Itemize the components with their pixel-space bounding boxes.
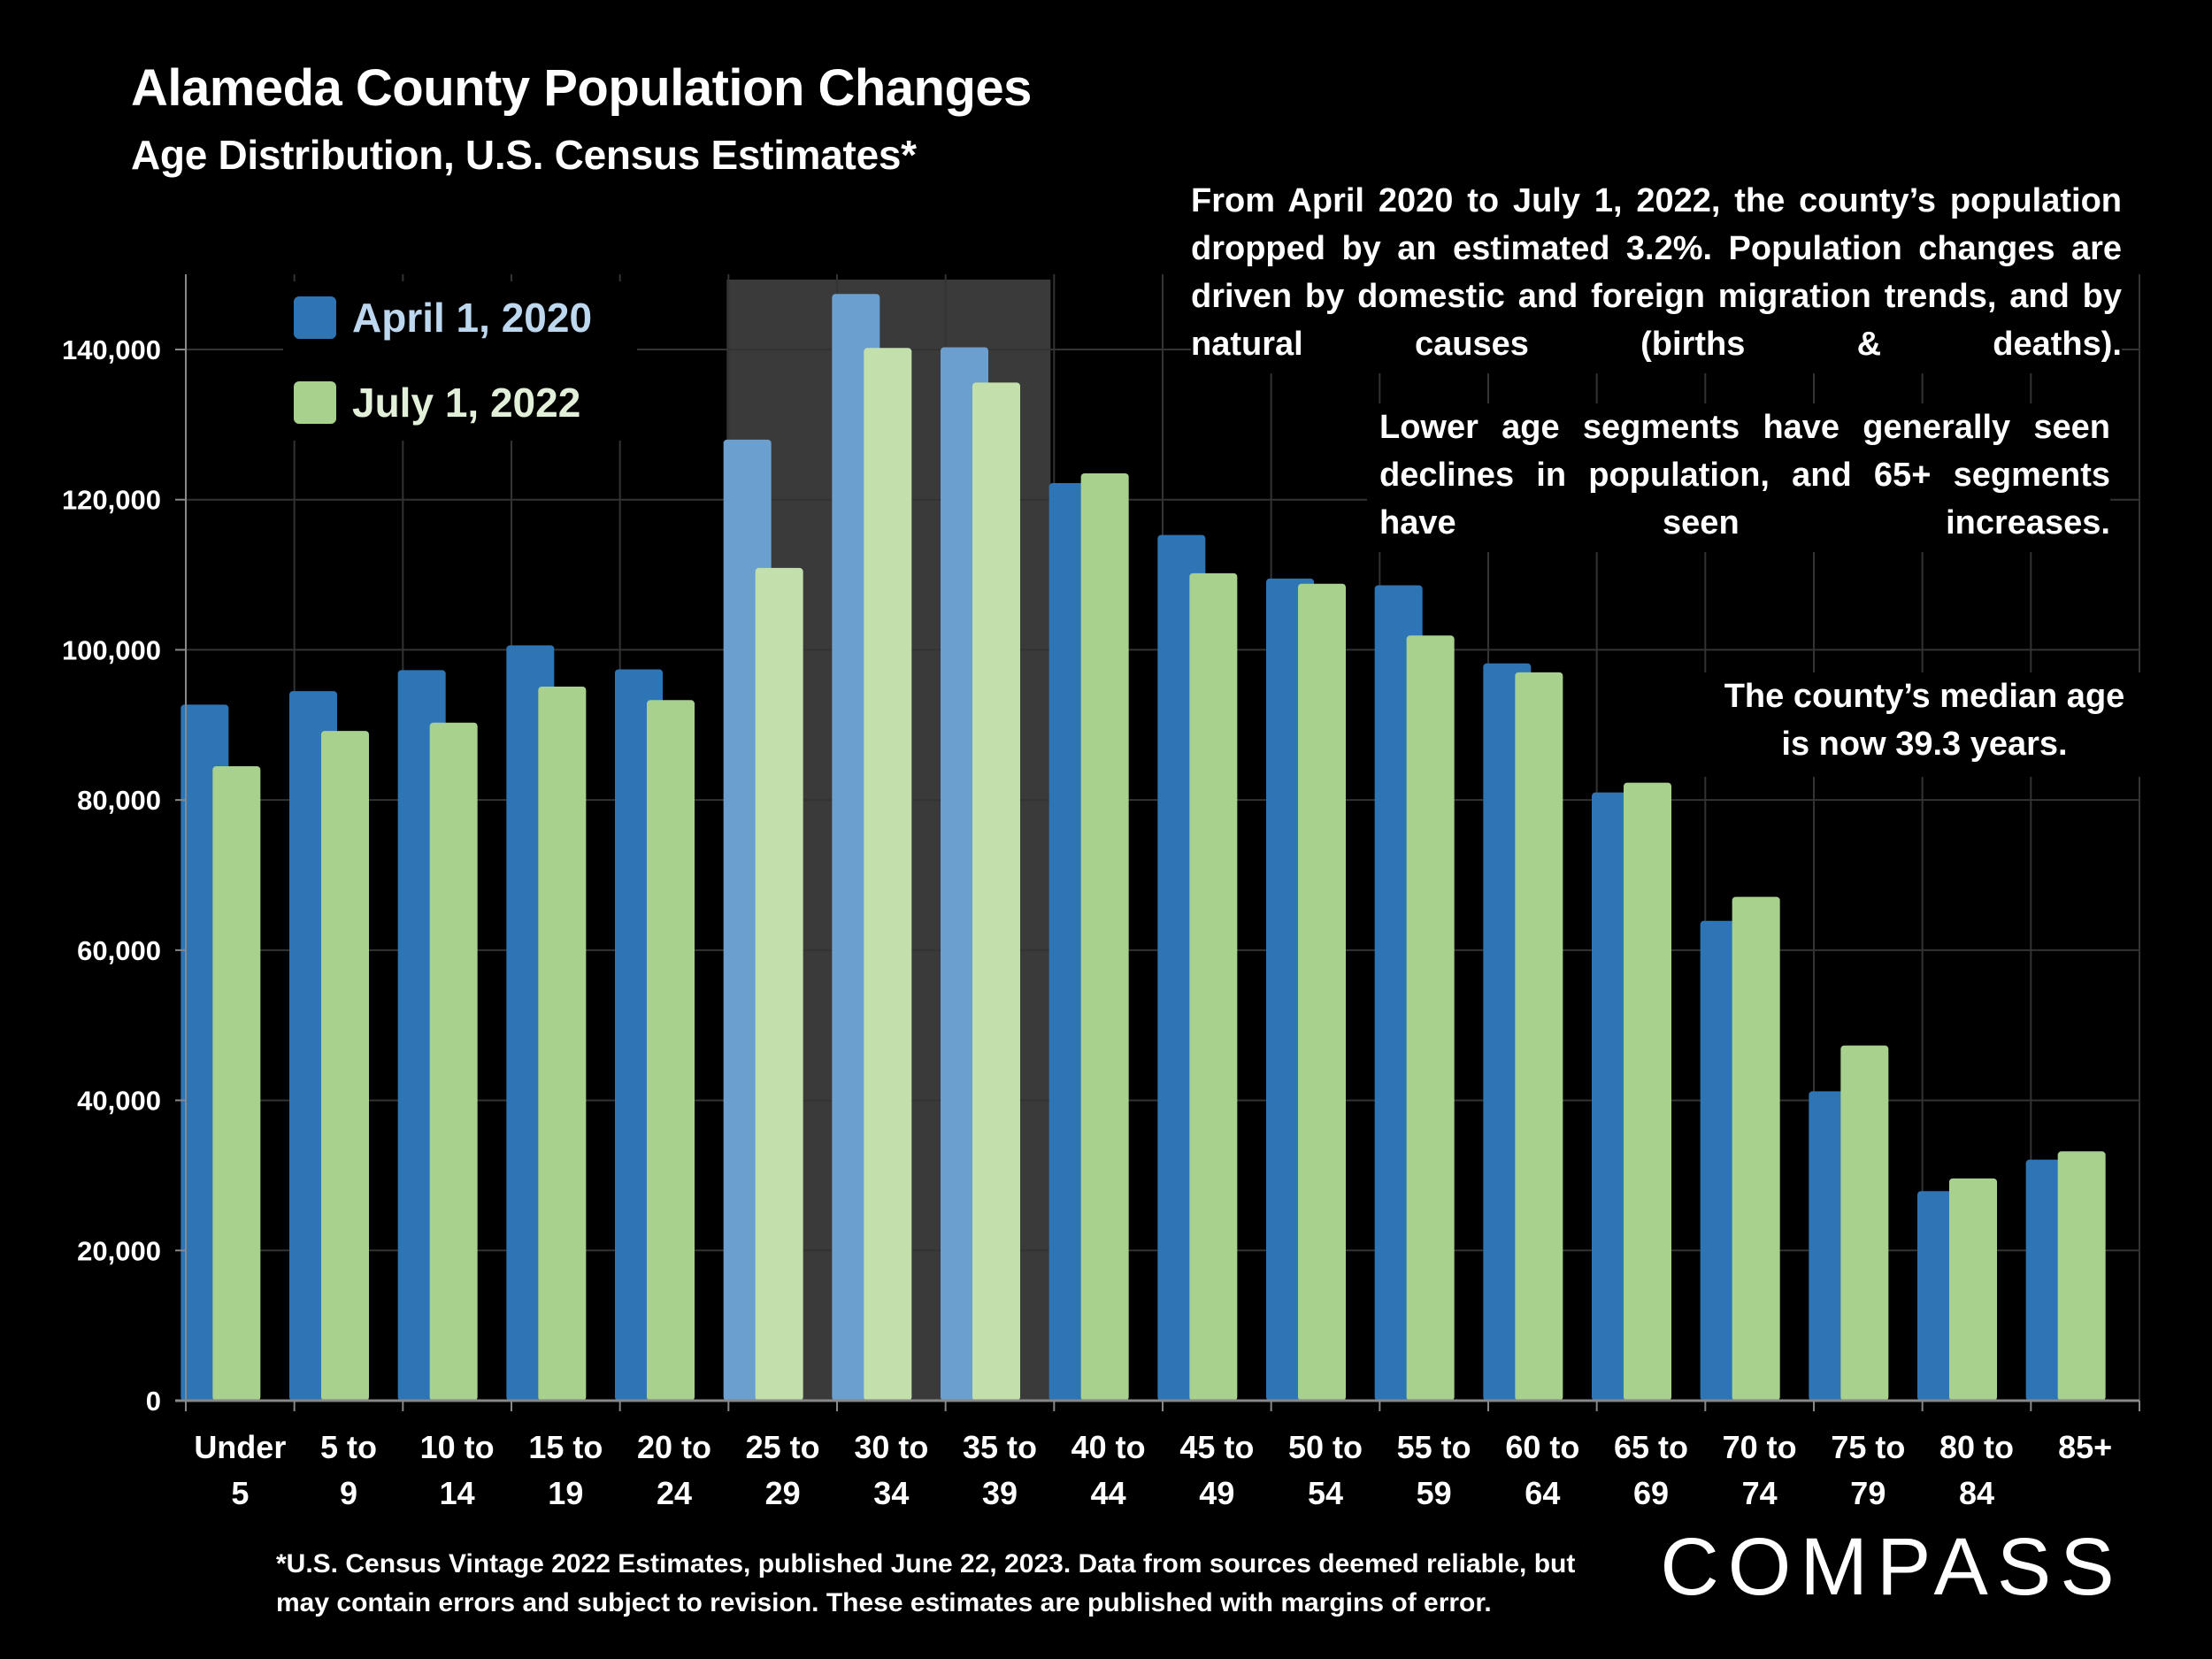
legend-swatch-2020 [294,296,336,339]
bar-2022-14 [1732,896,1780,1401]
x-tick-label-3-line2: 19 [548,1475,583,1511]
bar-2022-15 [1840,1045,1889,1401]
chart-subtitle: Age Distribution, U.S. Census Estimates* [131,132,917,178]
bar-2022-16 [1949,1178,1997,1401]
bar-2022-17 [2057,1151,2106,1401]
x-tick-label-1-line1: 5 to [320,1429,377,1465]
x-tick-label-17-line1: 85+ [2058,1429,2112,1465]
bar-2022-7 [972,382,1020,1401]
x-tick-label-6-line2: 34 [873,1475,909,1511]
x-tick-label-15-line2: 79 [1850,1475,1886,1511]
x-tick-label-1-line2: 9 [340,1475,357,1511]
chart-title: Alameda County Population Changes [131,59,1032,117]
bar-2022-0 [212,765,261,1401]
y-tick-label-5: 100,000 [62,634,161,665]
x-tick-label-16-line1: 80 to [1939,1429,2014,1465]
x-tick-label-9-line2: 49 [1199,1475,1234,1511]
legend-item-2022: July 1, 2022 [294,380,580,426]
footnote: *U.S. Census Vintage 2022 Estimates, pub… [276,1545,1656,1623]
footnote-line2: may contain errors and subject to revisi… [276,1588,1492,1617]
x-tick-label-5-line1: 25 to [746,1429,820,1465]
x-tick-label-7-line1: 35 to [963,1429,1037,1465]
bar-2022-5 [755,567,803,1401]
y-tick-label-3: 60,000 [77,935,161,966]
compass-logo-text: COMPASS [1660,1522,2123,1609]
x-tick-label-12-line2: 64 [1525,1475,1560,1511]
legend-swatch-2022 [294,381,336,424]
bar-2022-12 [1515,672,1563,1401]
bar-2022-6 [864,348,912,1401]
x-tick-label-9-line1: 45 to [1179,1429,1254,1465]
x-tick-label-2-line1: 10 to [420,1429,495,1465]
legend-label-2022: July 1, 2022 [352,380,581,426]
x-tick-label-14-line1: 70 to [1723,1429,1797,1465]
y-tick-label-0: 0 [146,1386,161,1417]
y-tick-label-1: 20,000 [77,1235,161,1266]
x-tick-label-4-line2: 24 [657,1475,692,1511]
x-tick-label-11-line1: 55 to [1397,1429,1471,1465]
bar-2022-10 [1298,583,1346,1401]
compass-logo: COMPASS [1660,1522,2123,1609]
y-tick-label-6: 120,000 [62,485,161,516]
x-tick-label-5-line2: 29 [765,1475,801,1511]
y-tick-label-7: 140,000 [62,334,161,365]
x-tick-label-12-line1: 60 to [1505,1429,1579,1465]
x-tick-label-4-line1: 20 to [637,1429,711,1465]
y-tick-label-2: 40,000 [77,1086,161,1117]
bar-2022-1 [321,731,369,1401]
x-tick-label-15-line1: 75 to [1831,1429,1905,1465]
x-tick-label-16-line2: 84 [1959,1475,1994,1511]
annotation-median-age-line2: is now 39.3 years. [1781,726,2068,763]
x-tick-label-0-line2: 5 [231,1475,249,1511]
legend-item-2020: April 1, 2020 [294,295,592,341]
bar-2022-11 [1406,635,1455,1401]
x-tick-label-13-line2: 69 [1633,1475,1669,1511]
x-tick-label-0-line1: Under [194,1429,286,1465]
x-tick-label-11-line2: 59 [1417,1475,1452,1511]
x-tick-label-10-line1: 50 to [1288,1429,1363,1465]
annotation-median-age-line1: The county’s median age [1724,678,2125,715]
annotation-age-segments: Lower age segments have generally seen d… [1367,403,2110,552]
bar-2022-2 [429,722,478,1401]
bar-2022-13 [1624,782,1671,1401]
chart-legend: April 1, 2020 July 1, 2022 [283,281,637,441]
x-tick-label-8-line2: 44 [1091,1475,1126,1511]
x-tick-label-8-line1: 40 to [1071,1429,1146,1465]
annotation-median-age: The county’s median age is now 39.3 year… [1699,672,2150,777]
x-tick-label-7-line2: 39 [982,1475,1018,1511]
footnote-line1: *U.S. Census Vintage 2022 Estimates, pub… [276,1549,1576,1578]
x-tick-label-6-line1: 30 to [854,1429,928,1465]
annotation-population-drop: From April 2020 to July 1, 2022, the cou… [1191,177,2122,373]
x-tick-label-13-line1: 65 to [1614,1429,1688,1465]
bar-2022-4 [647,700,695,1401]
x-tick-label-2-line2: 14 [440,1475,475,1511]
bar-2022-3 [538,687,587,1401]
x-tick-label-14-line2: 74 [1742,1475,1778,1511]
legend-label-2020: April 1, 2020 [352,295,593,341]
x-tick-label-10-line2: 54 [1308,1475,1343,1511]
x-tick-label-3-line1: 15 to [528,1429,603,1465]
bar-2022-9 [1189,572,1238,1401]
y-tick-label-4: 80,000 [77,785,161,816]
bar-2022-8 [1080,473,1129,1401]
